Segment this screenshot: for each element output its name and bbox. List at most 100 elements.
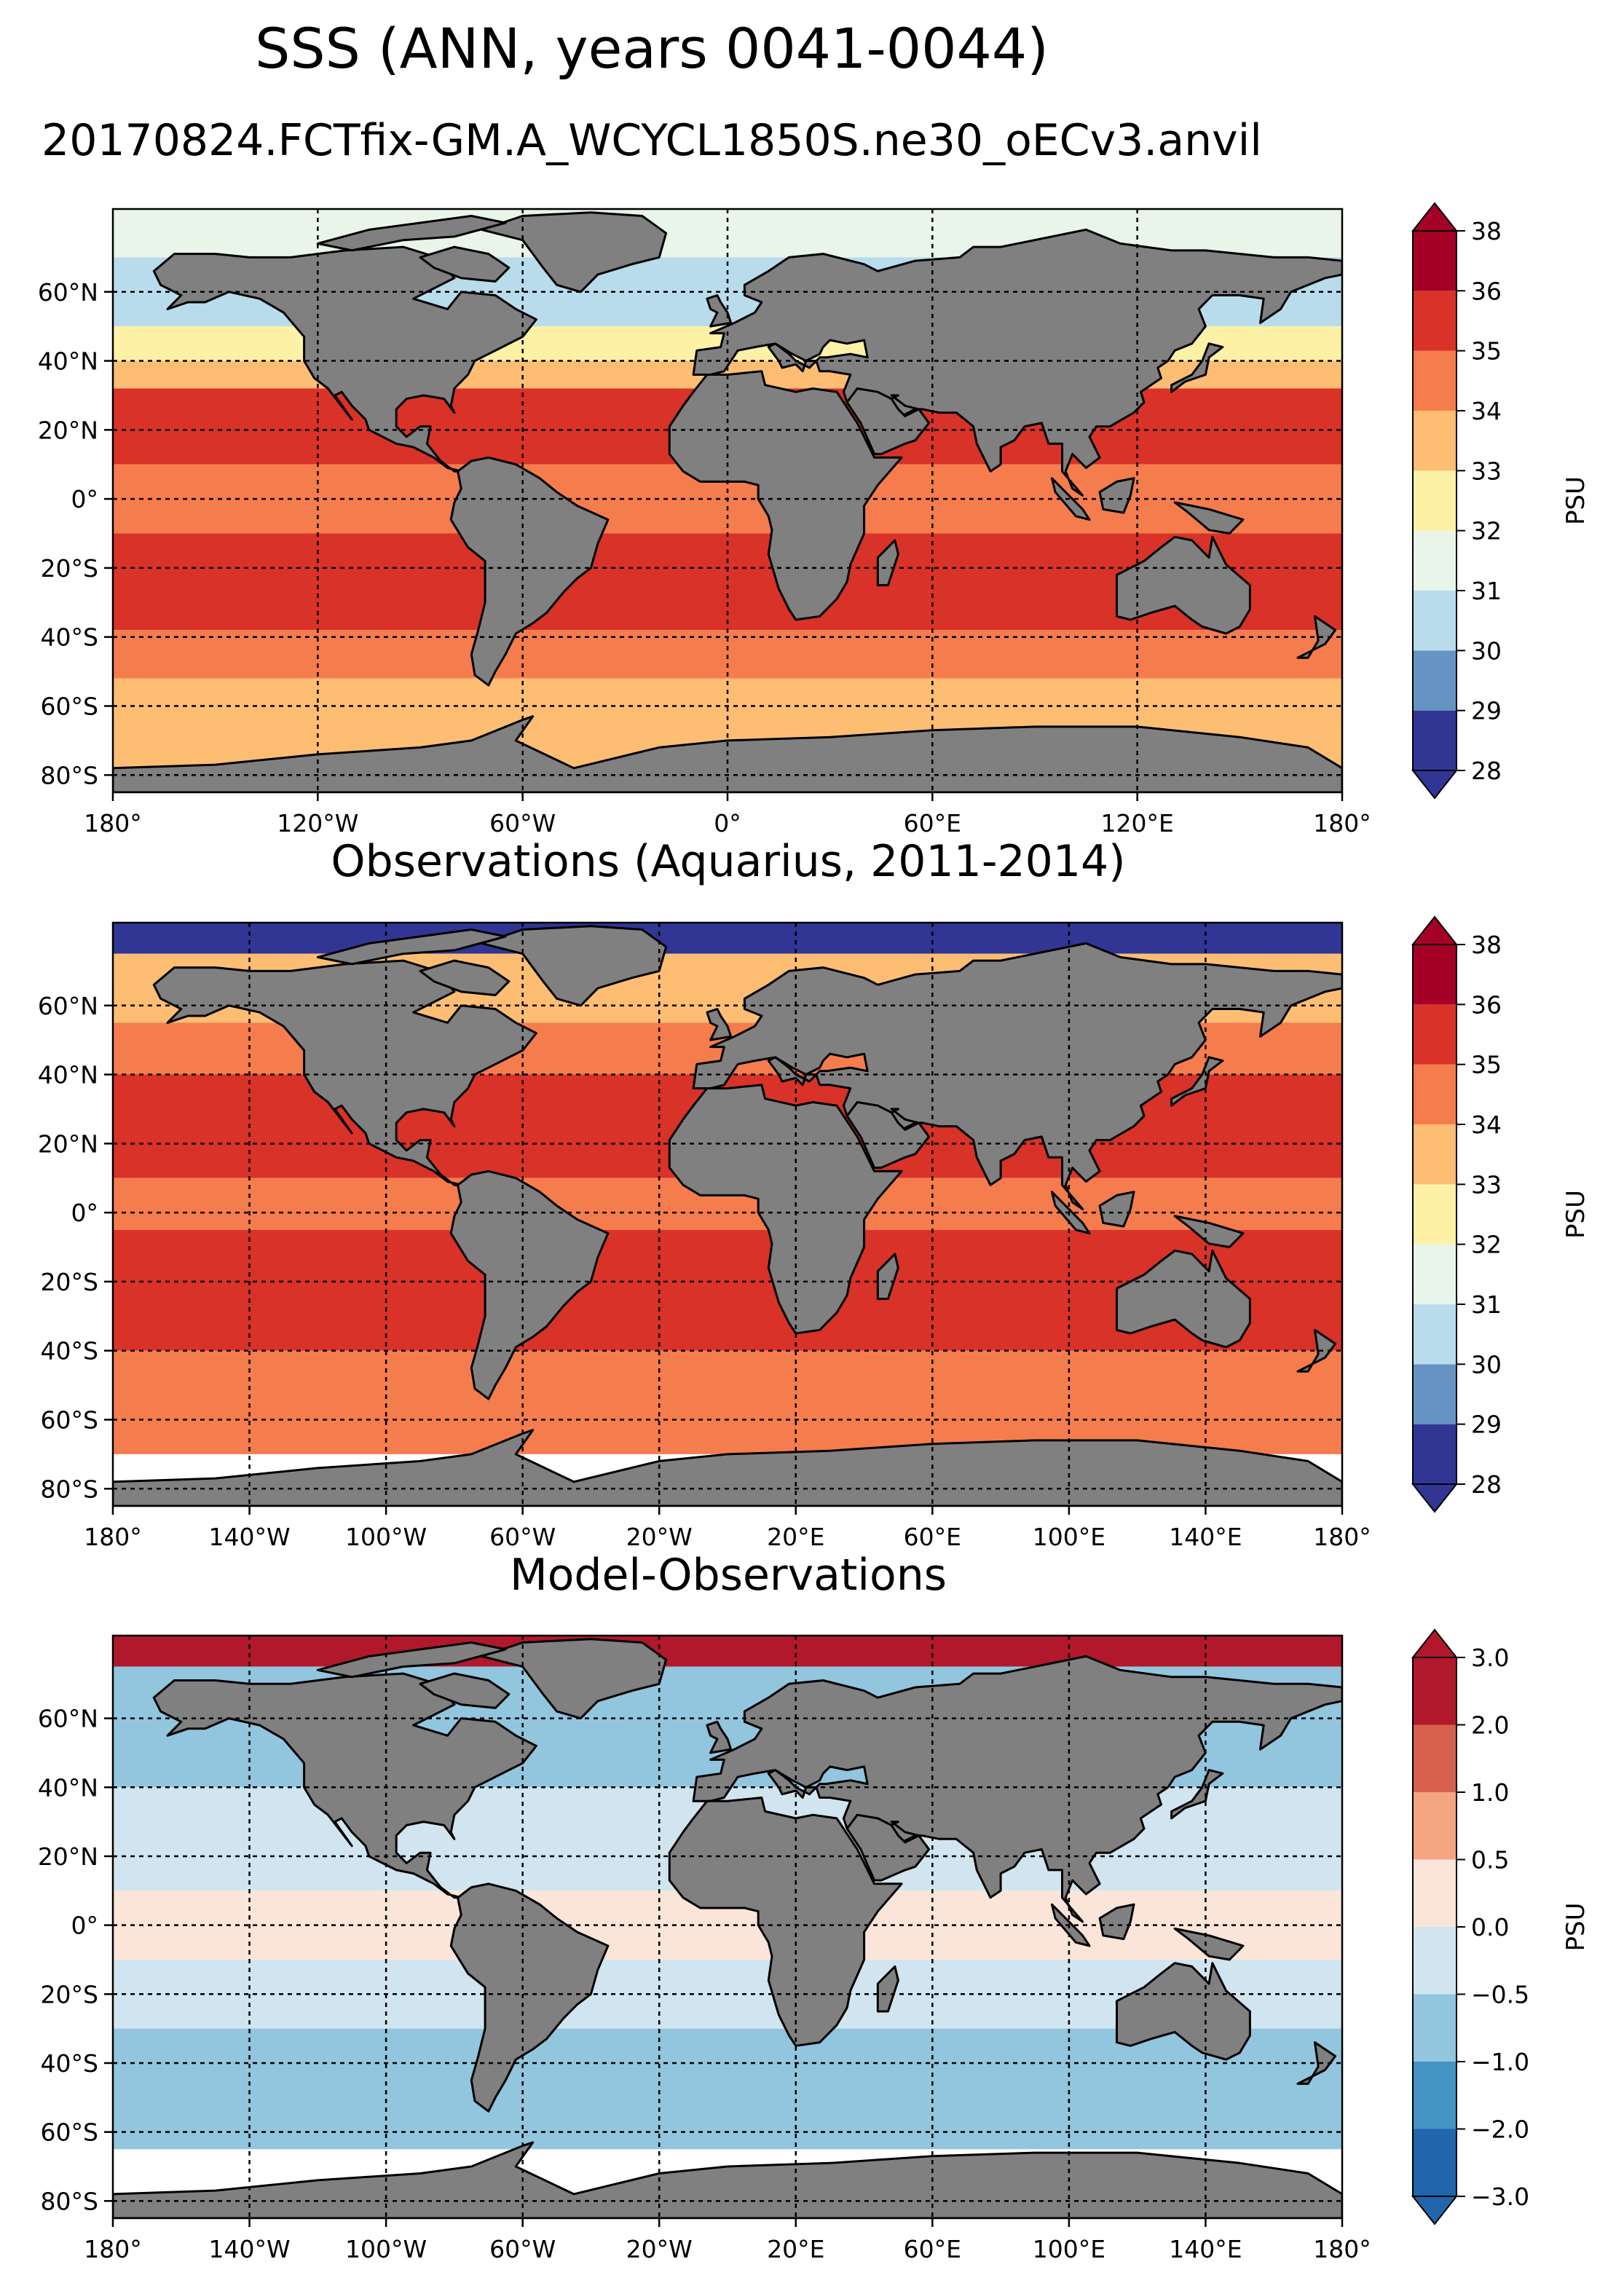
x-tick-label: 100°E (1033, 2235, 1105, 2263)
x-tick-label: 100°E (1033, 1523, 1105, 1551)
colorbar-tick-label: 35 (1471, 337, 1502, 366)
land-uk (706, 1720, 733, 1754)
land-africa (668, 1797, 903, 2047)
ocean-band-7 (113, 1350, 1342, 1454)
x-tick-label: 180° (84, 1523, 142, 1551)
x-tick-label: 180° (84, 809, 142, 837)
colorbar-segment (1413, 2062, 1457, 2129)
colorbar-extend-min (1411, 770, 1459, 800)
land-japan (1170, 342, 1224, 393)
colorbar-tick-label: 38 (1471, 931, 1502, 959)
colorbar-label: PSU (1561, 1190, 1591, 1239)
figure-title: SSS (ANN, years 0041-0044) (255, 16, 1049, 81)
colorbar-segment (1413, 1859, 1457, 1927)
x-tick-label: 100°W (345, 1523, 427, 1551)
land-south-america (449, 456, 610, 687)
land-greenland (480, 211, 668, 293)
land-antarctica (113, 2141, 1342, 2218)
land-borneo (1098, 477, 1135, 514)
land-africa (668, 1084, 903, 1335)
colorbar-tick-label: 33 (1471, 457, 1502, 485)
x-tick-label: 140°W (208, 1523, 290, 1551)
land-europe-asia (692, 228, 1342, 497)
colorbar-tick-label: 28 (1471, 1470, 1502, 1499)
y-tick-label: 20°S (41, 1980, 98, 2008)
x-tick-label: 20°W (626, 1523, 693, 1551)
map-frame (111, 921, 1344, 1507)
colorbar-frame (1412, 230, 1457, 771)
colorbar-extend-max (1411, 1628, 1459, 1658)
land-north-america (152, 959, 537, 1186)
colorbar-segment (1413, 710, 1457, 770)
y-tick-label: 60°N (38, 1705, 98, 1733)
land-south-america (449, 1882, 610, 2113)
ocean-band-1 (113, 1636, 1342, 1667)
land-japan (1170, 1769, 1224, 1820)
y-tick-label: 80°S (41, 2187, 98, 2215)
y-tick-label: 40°N (38, 347, 98, 376)
colorbar-segment (1413, 1994, 1457, 2062)
y-tick-label: 0° (71, 1199, 99, 1227)
x-tick-label: 60°W (489, 2235, 556, 2263)
land-japan (1170, 1056, 1224, 1107)
colorbar-segment (1413, 1792, 1457, 1860)
colorbar-tick-label: −0.5 (1471, 1981, 1529, 2009)
land-south-america (449, 1170, 610, 1400)
land-sumatra (1050, 1191, 1091, 1235)
land-new-guinea (1173, 1927, 1245, 1961)
colorbar-tick-label: 35 (1471, 1051, 1502, 1079)
x-tick-label: 20°E (767, 1523, 824, 1551)
colorbar-segment (1413, 650, 1457, 711)
land-baffin-island (419, 245, 511, 283)
colorbar-1: 28 29 30 31 32 33 34 35 36 38 PSU (1411, 202, 1591, 800)
map-panel-1: 60°N 40°N 20°N 0° 20°S 40°S 60°S 80°S 180° 120°W 6… (38, 202, 1591, 837)
map-panel-3: 60°N 40°N 20°N 0° 20°S 40°S 60°S 80°S 180° 140°W 1… (38, 1628, 1591, 2263)
x-tick-label: 120°W (277, 809, 358, 837)
colorbar-label: PSU (1561, 476, 1591, 525)
colorbar-tick-label: 30 (1471, 1350, 1502, 1379)
colorbar-tick-label: −1.0 (1471, 2048, 1529, 2076)
land-borneo (1098, 1191, 1135, 1228)
y-tick-label: 40°S (41, 1337, 98, 1365)
colorbar-segment (1413, 1124, 1457, 1185)
colorbar-tick-label: 30 (1471, 636, 1502, 665)
x-tick-label: 20°W (626, 2235, 693, 2263)
ocean-band-1 (113, 923, 1342, 954)
x-tick-label: 120°E (1100, 809, 1173, 837)
colorbar-tick-label: 31 (1471, 1290, 1502, 1319)
colorbar-segment (1413, 1304, 1457, 1365)
map-frame (111, 1634, 1344, 2220)
land-europe-asia (692, 942, 1342, 1210)
land-uk (706, 1008, 733, 1041)
land-madagascar (876, 1253, 899, 1301)
y-tick-label: 60°N (38, 278, 98, 307)
colorbar-frame (1412, 944, 1457, 1485)
land-new-zealand (1296, 615, 1337, 659)
x-tick-label: 180° (1313, 809, 1371, 837)
y-tick-label: 20°N (38, 1129, 98, 1158)
land-madagascar (876, 1965, 899, 2013)
land-uk (706, 294, 733, 328)
colorbar-tick-label: 36 (1471, 277, 1502, 305)
colorbar-tick-label: −3.0 (1471, 2183, 1529, 2211)
colorbar-tick-label: 28 (1471, 757, 1502, 785)
panel-3-title: Model-Observations (509, 1550, 947, 1601)
colorbar-segment (1413, 1657, 1457, 1725)
colorbar-segment (1413, 470, 1457, 531)
colorbar-tick-label: 32 (1471, 517, 1502, 545)
x-tick-label: 180° (1313, 2235, 1371, 2263)
land-north-america (152, 245, 537, 473)
y-tick-label: 40°N (38, 1773, 98, 1802)
x-tick-label: 60°E (904, 809, 961, 837)
colorbar-segment (1413, 1004, 1457, 1065)
land-north-america (152, 1672, 537, 1899)
land-new-guinea (1173, 1215, 1245, 1248)
y-tick-label: 20°S (41, 554, 98, 583)
x-tick-label: 60°W (489, 1523, 556, 1551)
colorbar-tick-label: 36 (1471, 990, 1502, 1019)
colorbar-segment (1413, 1364, 1457, 1424)
land-sumatra (1050, 1903, 1091, 1947)
colorbar-segment (1413, 1244, 1457, 1304)
x-tick-label: 140°E (1169, 1523, 1242, 1551)
y-tick-label: 60°S (41, 1406, 98, 1435)
